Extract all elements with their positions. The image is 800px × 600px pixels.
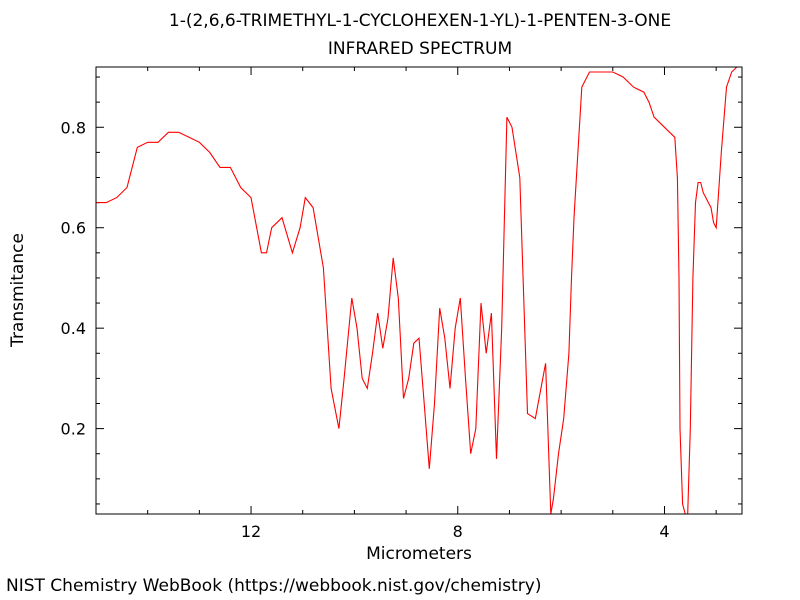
y-tick-label: 0.2	[61, 420, 86, 439]
x-tick-label: 4	[659, 522, 669, 541]
spectrum-line	[96, 66, 742, 515]
x-axis-label: Micrometers	[366, 544, 472, 564]
source-footer: NIST Chemistry WebBook (https://webbook.…	[6, 576, 542, 596]
x-tick-label: 12	[241, 522, 261, 541]
chart-title: 1-(2,6,6-TRIMETHYL-1-CYCLOHEXEN-1-YL)-1-…	[168, 11, 672, 31]
x-tick-label: 8	[453, 522, 463, 541]
chart-subtitle: INFRARED SPECTRUM	[327, 39, 513, 59]
plot-frame	[95, 66, 743, 515]
y-tick-label: 0.4	[61, 319, 86, 338]
y-tick-label: 0.8	[61, 118, 86, 137]
y-tick-label: 0.6	[61, 219, 86, 238]
y-axis-label: Transmitance	[8, 233, 28, 347]
